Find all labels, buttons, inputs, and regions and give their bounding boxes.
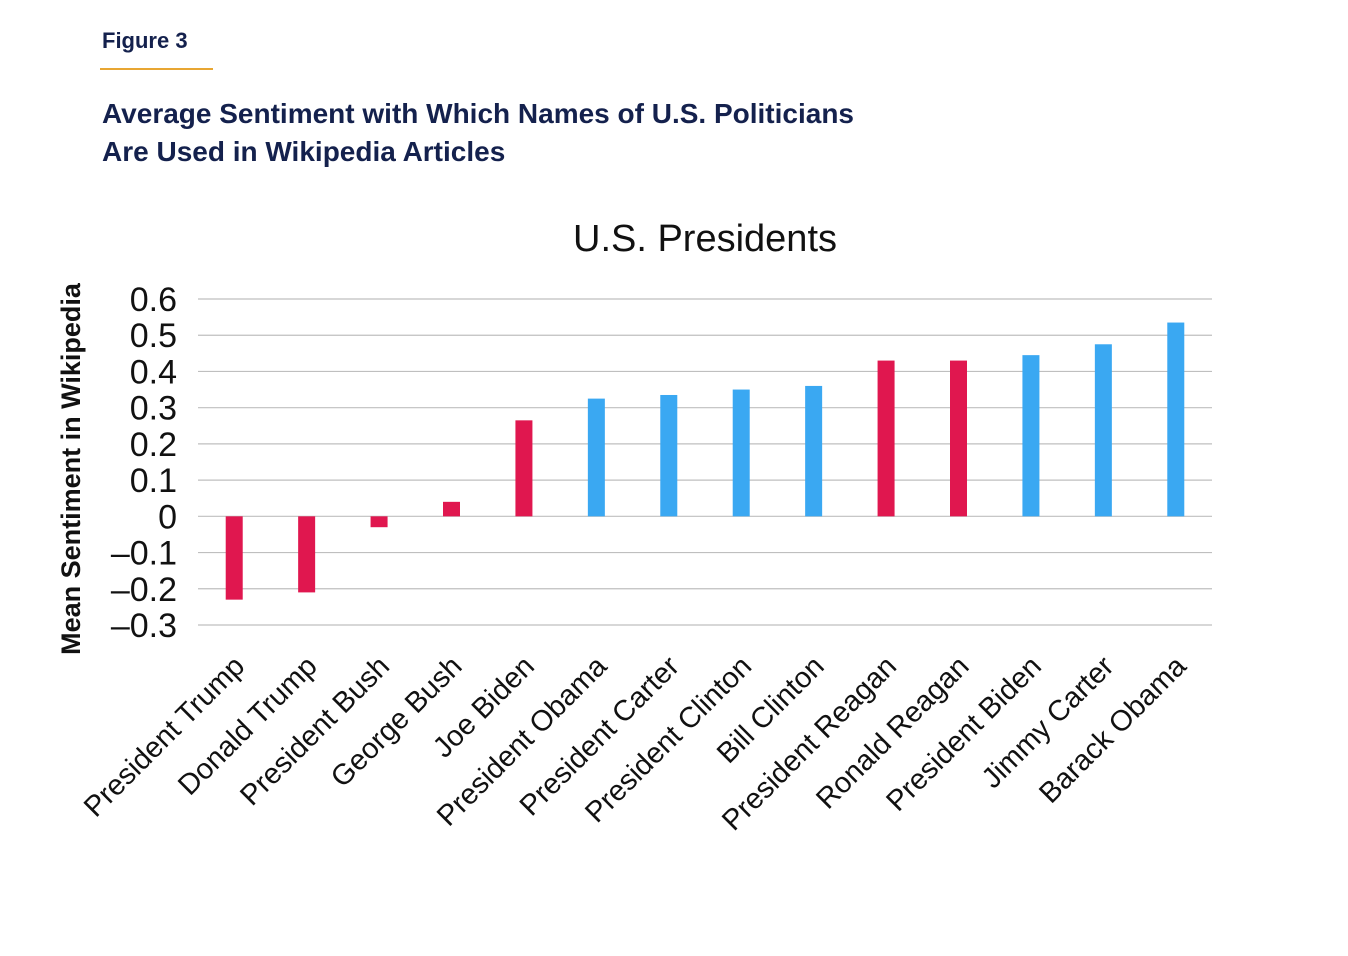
y-tick-label: 0.1 [130,462,177,500]
figure-label: Figure 3 [102,28,188,53]
bar-president-obama [587,398,605,517]
bar-jimmy-carter [1094,344,1112,517]
figure-label-underline [100,68,213,70]
bar-ronald-reagan [950,360,967,517]
bar-bill-clinton [805,385,823,517]
bar-president-biden [1022,355,1040,517]
bar-george-bush [443,501,460,517]
bar-president-trump [225,516,243,600]
y-axis-label: Mean Sentiment in Wikipedia [56,282,86,655]
bar-president-clinton [732,389,750,517]
y-tick-label: 0.4 [130,353,177,391]
y-tick-label: –0.2 [111,571,177,609]
y-tick-label: –0.3 [111,607,177,645]
bar-donald-trump [298,516,316,593]
bar-president-bush [370,516,388,528]
gridlines [198,298,1212,626]
bar-president-carter [660,394,678,517]
bars [225,322,1185,600]
y-tick-label: 0.2 [130,426,177,464]
y-tick-labels: 0.60.50.40.30.20.10–0.1–0.2–0.3 [111,281,177,645]
y-tick-label: –0.1 [111,535,177,573]
bar-president-reagan [877,360,895,517]
y-tick-label: 0 [158,498,177,536]
bar-joe-biden [515,420,533,517]
figure-title: Average Sentiment with Which Names of U.… [102,98,855,167]
bar-barack-obama [1167,322,1185,517]
y-tick-label: 0.5 [130,317,177,355]
chart-title: U.S. Presidents [573,218,837,260]
y-tick-label: 0.6 [130,281,177,319]
y-tick-label: 0.3 [130,390,177,428]
